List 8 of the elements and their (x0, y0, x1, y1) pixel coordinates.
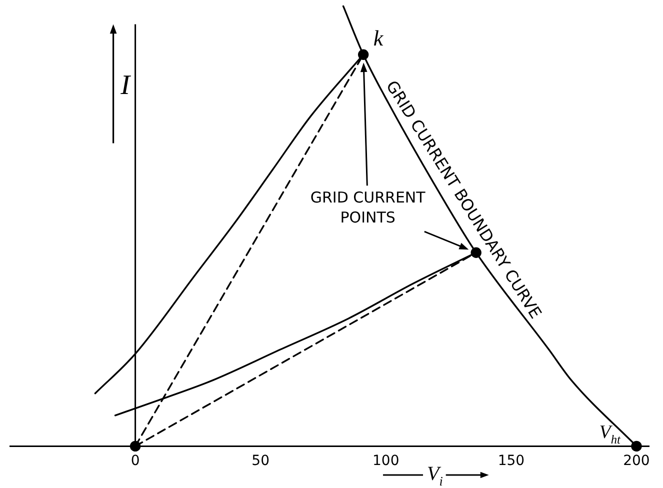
x-tick-label: 50 (252, 453, 270, 470)
x-tick-label: 0 (130, 453, 140, 470)
x-tick-label: 150 (498, 453, 525, 470)
annotation: k (373, 26, 384, 51)
annotation: GRID CURRENT POINTS (310, 188, 426, 226)
y-axis-title: I (120, 70, 132, 102)
x-tick-label: 100 (372, 453, 400, 470)
x-tick-label: 200 (623, 453, 650, 470)
